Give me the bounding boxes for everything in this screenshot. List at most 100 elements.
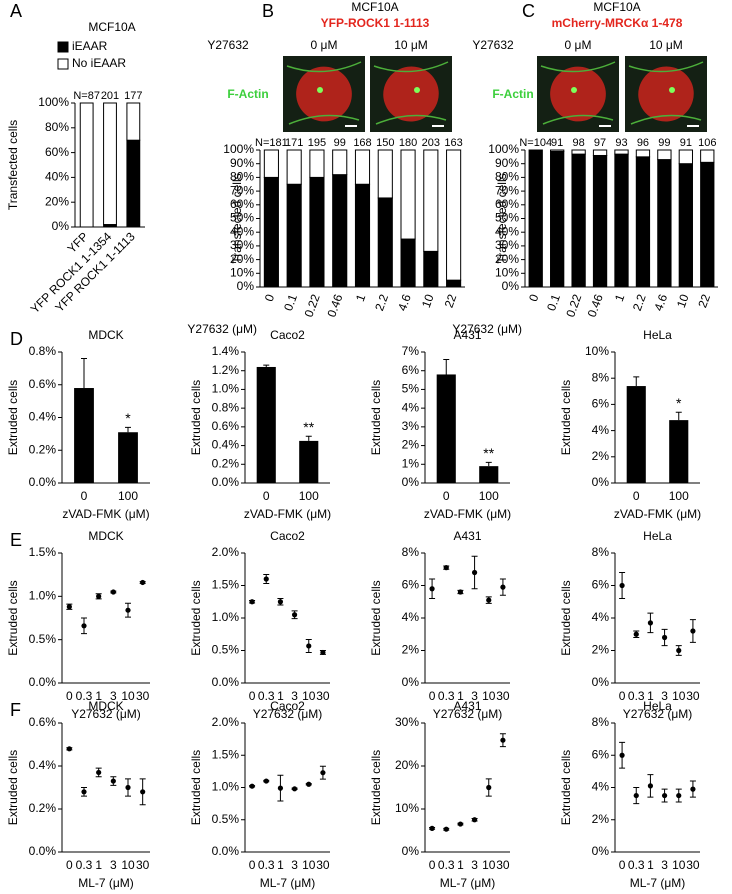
y-tick-label: 6% [592, 397, 610, 411]
y-tick-label: 0% [402, 475, 420, 489]
bar-segment [592, 154, 608, 288]
y-tick-label: 3% [402, 419, 420, 433]
data-point [457, 821, 464, 827]
y-tick-label: 1.5% [212, 747, 240, 761]
x-axis-label: Y27632 (μM) [452, 322, 522, 336]
actin-fibers [286, 61, 362, 125]
y-tick-label: 0.6% [29, 715, 57, 729]
x-tick-label: 0 [619, 858, 626, 872]
data-point [277, 785, 284, 791]
x-tick-label: 0.3 [628, 858, 645, 872]
bar-segment [263, 176, 279, 288]
y-tick-label: 60% [45, 145, 69, 159]
y-axis-label: Extruded cells [6, 380, 20, 455]
x-tick-label: 0 [262, 292, 278, 303]
y-tick-label: 0.0% [212, 475, 240, 489]
x-tick-label: 1 [95, 689, 102, 703]
dose-label: 0 μM [311, 38, 338, 52]
data-point [96, 593, 102, 599]
y-tick-label: 0.4% [29, 410, 57, 424]
x-tick-label: 22 [442, 292, 460, 310]
n-label: 177 [124, 90, 142, 102]
dose-label: 0 μM [565, 38, 592, 52]
y-tick-label: 2% [592, 643, 610, 657]
y-tick-label: 20% [230, 252, 254, 266]
chart-title: MDCK [88, 328, 123, 342]
bar-segment [286, 183, 302, 288]
data-point [263, 576, 269, 582]
chart-title: A431 [453, 529, 481, 543]
data-point [81, 789, 87, 795]
y-tick-label: 2% [402, 438, 420, 452]
y-tick-label: 0.5% [29, 632, 57, 646]
bar-segment [592, 149, 608, 156]
data-point [500, 737, 506, 743]
data-point [619, 582, 625, 589]
data-point [249, 783, 255, 789]
y-tick-label: 0.5% [212, 812, 240, 826]
chart-title: HeLa [643, 699, 672, 713]
n-label: 106 [698, 137, 716, 149]
x-tick-label: 0.46 [324, 292, 345, 319]
data-point [66, 604, 72, 610]
actin-fibers [540, 61, 616, 125]
error-bar [305, 435, 312, 441]
y-axis-label: Transfected cells [495, 173, 509, 263]
y-tick-label: 0% [402, 675, 420, 689]
x-tick-label: 0.3 [258, 858, 275, 872]
n-label: N=181 [255, 137, 288, 149]
y-tick-label: 20% [395, 758, 419, 772]
y-tick-label: 60% [495, 197, 519, 211]
y-tick-label: 1.5% [212, 578, 240, 592]
data-point [291, 786, 298, 792]
n-label: 201 [101, 90, 119, 102]
data-point [306, 781, 312, 787]
data-point [443, 565, 449, 571]
y-tick-label: 8% [592, 545, 610, 559]
dose-label: 10 μM [394, 38, 428, 52]
x-tick-label: 0 [81, 489, 88, 503]
y-axis-label: Extruded cells [559, 750, 573, 825]
n-label: 98 [572, 137, 584, 149]
data-point [486, 784, 492, 791]
y-tick-label: 8% [592, 715, 610, 729]
y-tick-label: 0% [52, 219, 70, 233]
y-tick-label: 0% [592, 675, 610, 689]
y-axis-label: Extruded cells [6, 750, 20, 825]
y-axis-label: Transfected cells [6, 120, 20, 210]
bar-segment [309, 149, 325, 178]
actin-fibers [373, 61, 449, 125]
y-tick-label: 10% [495, 265, 519, 279]
data-point [140, 789, 146, 795]
x-tick-label: 2.2 [372, 292, 391, 313]
data-point [320, 649, 326, 656]
chart-title: MCF10A [351, 0, 398, 14]
y-tick-label: 30% [230, 238, 254, 252]
x-tick-label: 30 [686, 689, 700, 703]
bar [436, 374, 456, 483]
bar-segment [678, 163, 693, 288]
x-tick-label: 0 [66, 858, 73, 872]
bar-segment [678, 149, 693, 165]
bar-segment [614, 153, 629, 288]
bar-segment [614, 149, 629, 155]
x-tick-label: 10 [302, 858, 316, 872]
x-tick-label: 10 [672, 858, 686, 872]
bar-segment [528, 149, 543, 288]
data-point [429, 586, 435, 592]
data-point [140, 579, 146, 586]
data-point [249, 599, 255, 605]
n-label: 97 [594, 137, 606, 149]
bar-segment [400, 238, 416, 288]
data-point [661, 792, 668, 799]
y-tick-label: 6% [592, 747, 610, 761]
drug-label: Y27632 [207, 38, 249, 52]
y-axis-label: Extruded cells [369, 380, 383, 455]
y-axis-label: Transfected cells [230, 173, 244, 263]
y-tick-label: 2.0% [212, 715, 240, 729]
panel-letter: C [522, 1, 535, 21]
data-point [471, 569, 478, 576]
y-tick-label: 0% [402, 844, 420, 858]
y-tick-label: 30% [495, 238, 519, 252]
y-tick-label: 70% [495, 183, 519, 197]
